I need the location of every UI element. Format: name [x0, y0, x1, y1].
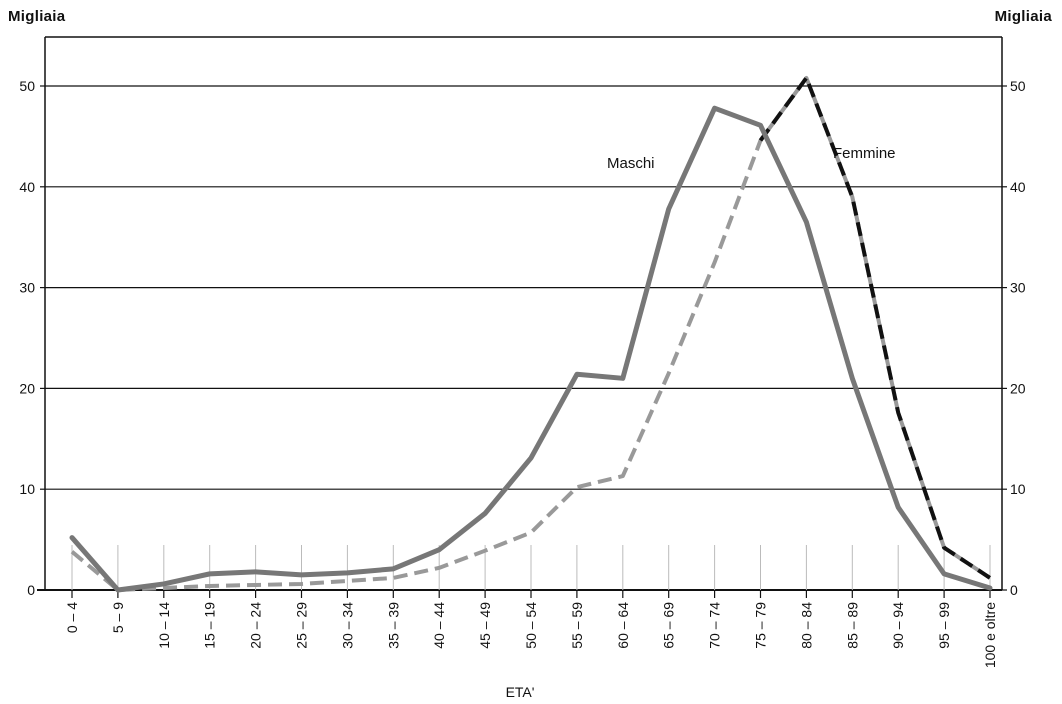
- x-tick-label: 95 – 99: [936, 602, 952, 649]
- series-label-femmine: Femmine: [833, 145, 896, 162]
- x-tick-label: 85 – 89: [844, 602, 860, 649]
- x-tick-label: 65 – 69: [661, 602, 677, 649]
- y-tick-label-left: 30: [19, 280, 35, 296]
- x-tick-label: 5 – 9: [110, 602, 126, 633]
- x-tick-label: 80 – 84: [798, 602, 814, 649]
- series-line-maschi: [69, 105, 993, 593]
- y-tick-label-right: 30: [1010, 280, 1026, 296]
- y-tick-label-right: 10: [1010, 481, 1026, 497]
- x-tick-label: 55 – 59: [569, 602, 585, 649]
- x-tick-label: 90 – 94: [890, 602, 906, 649]
- x-tick-label: 70 – 74: [707, 602, 723, 649]
- y-tick-label-left: 10: [19, 481, 35, 497]
- y-tick-label-right: 50: [1010, 78, 1026, 94]
- left-axis-unit: Migliaia: [8, 8, 66, 25]
- x-tick-label: 50 – 54: [523, 602, 539, 649]
- x-tick-label: 25 – 29: [294, 602, 310, 649]
- x-tick-label: 100 e oltre: [982, 602, 998, 668]
- y-tick-label-left: 50: [19, 78, 35, 94]
- y-tick-label-left: 20: [19, 380, 35, 396]
- x-tick-label: 15 – 19: [202, 602, 218, 649]
- series-line-femmine: [70, 75, 992, 592]
- series-label-maschi: Maschi: [607, 155, 655, 172]
- y-tick-label-right: 40: [1010, 179, 1026, 195]
- x-tick-label: 10 – 14: [156, 602, 172, 649]
- x-tick-label: 60 – 64: [615, 602, 631, 649]
- x-tick-label: 30 – 34: [339, 602, 355, 649]
- x-tick-label: 40 – 44: [431, 602, 447, 649]
- x-tick-label: 0 – 4: [64, 602, 80, 633]
- series-line-femmine-peak: [758, 75, 992, 580]
- right-axis-unit: Migliaia: [994, 8, 1052, 25]
- y-tick-label-right: 20: [1010, 380, 1026, 396]
- x-axis-title: ETA': [506, 684, 535, 700]
- x-tick-label: 20 – 24: [248, 602, 264, 649]
- y-tick-label-right: 0: [1010, 582, 1018, 598]
- y-tick-label-left: 0: [27, 582, 35, 598]
- x-tick-label: 75 – 79: [753, 602, 769, 649]
- x-tick-label: 35 – 39: [385, 602, 401, 649]
- x-tick-label: 45 – 49: [477, 602, 493, 649]
- y-tick-label-left: 40: [19, 179, 35, 195]
